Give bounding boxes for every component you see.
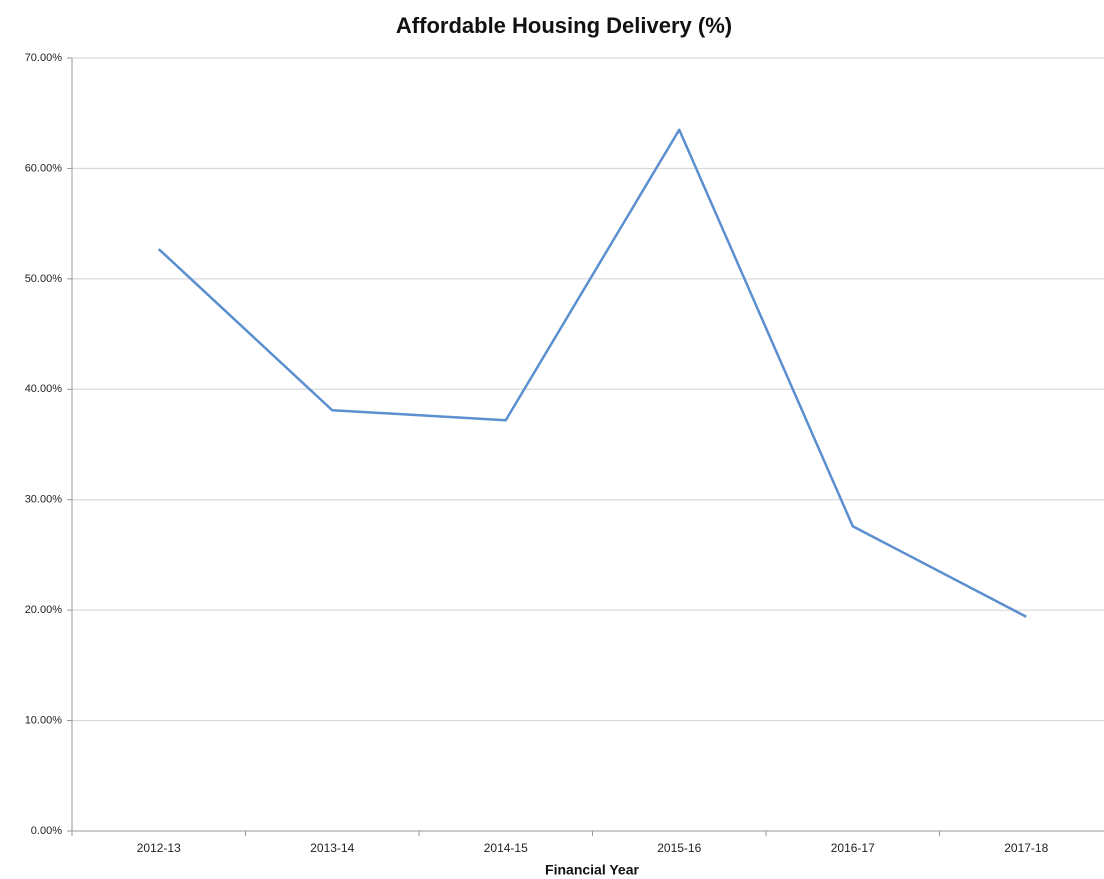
- x-tick-label: 2012-13: [137, 841, 181, 855]
- chart-title: Affordable Housing Delivery (%): [396, 13, 732, 38]
- y-tick-label: 40.00%: [25, 383, 63, 395]
- y-tick-label: 10.00%: [25, 714, 63, 726]
- x-axis-title: Financial Year: [545, 862, 639, 878]
- y-tick-label: 30.00%: [25, 494, 63, 506]
- x-tick-label: 2017-18: [1004, 841, 1048, 855]
- y-tick-label: 70.00%: [25, 52, 63, 64]
- line-series: [157, 128, 1027, 618]
- x-tick-label: 2013-14: [310, 841, 354, 855]
- y-tick-label: 20.00%: [25, 604, 63, 616]
- x-tick-label: 2015-16: [657, 841, 701, 855]
- x-tick-label: 2016-17: [831, 841, 875, 855]
- y-tick-label: 50.00%: [25, 273, 63, 285]
- x-tick-label: 2014-15: [484, 841, 528, 855]
- y-tick-label: 0.00%: [31, 825, 62, 837]
- y-tick-label: 60.00%: [25, 162, 63, 174]
